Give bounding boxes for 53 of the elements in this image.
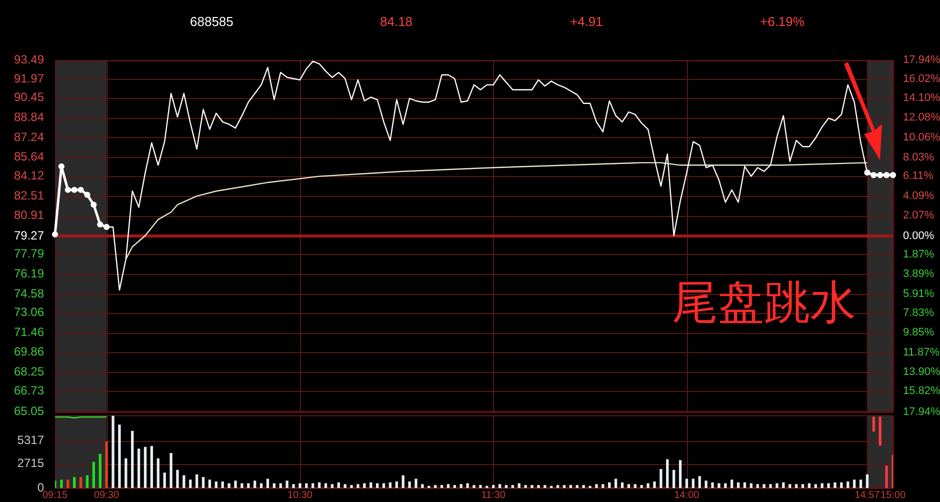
x-tick-label: 14:57 — [854, 490, 880, 501]
y-tick-label: 68.25 — [14, 364, 44, 379]
y2-tick-label: 17.94% — [903, 406, 940, 418]
y-tick-label: 82.51 — [14, 188, 44, 202]
y-tick-label: 5317 — [17, 433, 44, 448]
text: +6.19% — [760, 14, 806, 31]
y-tick-label: 0 — [37, 480, 44, 494]
y-tick-label: 79.27 — [14, 228, 44, 242]
x-tick-label: 09:30 — [94, 490, 120, 501]
y-tick-label: 87.24 — [14, 130, 44, 144]
x-tick-label: 11:30 — [481, 490, 506, 501]
annotation: 尾盘跳水 — [672, 274, 856, 331]
y-tick-label: 2715 — [17, 456, 44, 470]
y2-tick-label: 3.89% — [903, 268, 934, 280]
y-tick-label: 71.46 — [14, 324, 44, 339]
y2-tick-label: 2.07% — [903, 210, 934, 222]
y-tick-label: 65.05 — [14, 404, 44, 418]
text: 84.18 — [380, 14, 414, 31]
y2-tick-label: 15.82% — [903, 385, 940, 398]
y-tick-label: 91.97 — [14, 71, 44, 86]
y2-tick-label: 16.02% — [903, 73, 940, 86]
y2-tick-label: 9.85% — [903, 326, 934, 339]
x-tick-label: 15:00 — [880, 490, 906, 501]
y-tick-label: 76.19 — [14, 266, 44, 280]
y-tick-label: 90.45 — [14, 90, 44, 104]
y2-tick-label: 5.91% — [903, 288, 934, 300]
x-tick-label: 14:00 — [674, 490, 700, 501]
y-tick-label: 66.73 — [14, 383, 44, 398]
y2-tick-label: 6.11% — [903, 170, 934, 182]
y-tick-label: 80.91 — [14, 208, 44, 222]
y-tick-label: 84.12 — [14, 168, 44, 182]
y-tick-label: 93.49 — [14, 52, 44, 67]
y-tick-label: 77.79 — [14, 246, 44, 261]
y-tick-label: 69.86 — [14, 344, 44, 359]
y-tick-label: 74.58 — [14, 286, 44, 300]
chart-title: 688585 — [190, 14, 234, 31]
y2-tick-label: 8.03% — [903, 151, 934, 164]
y2-tick-label: 11.87% — [903, 346, 940, 358]
y2-tick-label: 14.10% — [903, 92, 940, 104]
y2-tick-label: 13.90% — [903, 366, 940, 378]
y2-tick-label: 0.00% — [903, 230, 934, 242]
y-tick-label: 73.06 — [14, 305, 44, 320]
text: +4.91 — [570, 14, 604, 31]
y2-tick-label: 1.87% — [903, 248, 934, 260]
y2-tick-label: 4.09% — [903, 190, 934, 202]
x-tick-label: 09:15 — [42, 490, 68, 501]
y2-tick-label: 12.08% — [903, 112, 940, 124]
y2-tick-label: 7.83% — [903, 306, 934, 319]
y2-tick-label: 17.94% — [903, 54, 940, 66]
x-tick-label: 10:30 — [287, 490, 313, 501]
y-tick-label: 85.64 — [14, 150, 44, 164]
y2-tick-label: 10.06% — [903, 131, 940, 144]
y-tick-label: 88.84 — [14, 110, 44, 124]
